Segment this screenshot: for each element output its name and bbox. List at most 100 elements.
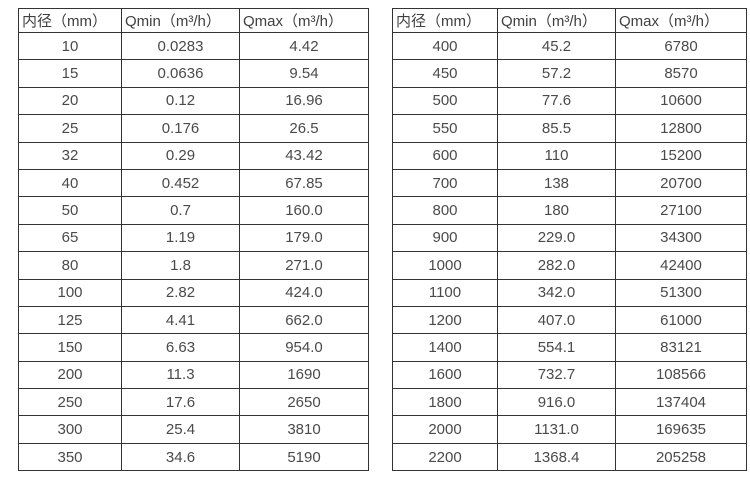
header-row: 内径（mm） Qmin（m³/h） Qmax（m³/h） <box>18 8 369 33</box>
header-cell: Qmax（m³/h） <box>239 8 369 33</box>
table-row: 80 1.8 271.0 <box>18 251 369 280</box>
table-cell: 0.452 <box>121 168 240 198</box>
table-cell: 0.29 <box>121 141 240 170</box>
table-cell: 34300 <box>615 223 747 253</box>
table-cell: 0.0283 <box>121 31 240 61</box>
table-cell: 662.0 <box>239 305 369 335</box>
table-row: 400 45.2 6780 <box>392 31 747 61</box>
table-cell: 5190 <box>239 442 369 472</box>
table-cell: 43.42 <box>239 141 369 170</box>
table-row: 65 1.19 179.0 <box>18 223 369 253</box>
table-cell: 80 <box>18 251 122 280</box>
table-row: 50 0.7 160.0 <box>18 196 369 225</box>
table-cell: 45.2 <box>497 31 616 61</box>
table-cell: 4.41 <box>121 305 240 335</box>
table-cell: 282.0 <box>497 251 616 280</box>
table-cell: 407.0 <box>497 305 616 335</box>
table-cell: 11.3 <box>121 360 240 390</box>
table-row: 125 4.41 662.0 <box>18 305 369 335</box>
table-cell: 57.2 <box>497 59 616 88</box>
table-cell: 20700 <box>615 168 747 198</box>
table-cell: 342.0 <box>497 278 616 307</box>
table-row: 15 0.0636 9.54 <box>18 59 369 88</box>
table-cell: 4.42 <box>239 31 369 61</box>
table-cell: 600 <box>392 141 498 170</box>
header-cell: Qmax（m³/h） <box>615 8 747 33</box>
table-row: 32 0.29 43.42 <box>18 141 369 170</box>
header-cell: 内径（mm） <box>392 8 498 33</box>
table-cell: 1.8 <box>121 251 240 280</box>
table-row: 25 0.176 26.5 <box>18 114 369 143</box>
table-cell: 6.63 <box>121 333 240 362</box>
table-cell: 200 <box>18 360 122 390</box>
table-cell: 110 <box>497 141 616 170</box>
table-row: 250 17.6 2650 <box>18 388 369 417</box>
table-cell: 150 <box>18 333 122 362</box>
table-row: 1200 407.0 61000 <box>392 305 747 335</box>
table-row: 40 0.452 67.85 <box>18 168 369 198</box>
header-cell: 内径（mm） <box>18 8 122 33</box>
table-row: 200 11.3 1690 <box>18 360 369 390</box>
table-cell: 1131.0 <box>497 415 616 444</box>
table-cell: 25.4 <box>121 415 240 444</box>
table-row: 700 138 20700 <box>392 168 747 198</box>
table-cell: 1100 <box>392 278 498 307</box>
table-cell: 100 <box>18 278 122 307</box>
table-cell: 900 <box>392 223 498 253</box>
table-cell: 732.7 <box>497 360 616 390</box>
table-row: 800 180 27100 <box>392 196 747 225</box>
table-cell: 2650 <box>239 388 369 417</box>
table-cell: 61000 <box>615 305 747 335</box>
header-row: 内径（mm） Qmin（m³/h） Qmax（m³/h） <box>392 8 747 33</box>
table-cell: 160.0 <box>239 196 369 225</box>
table-row: 1400 554.1 83121 <box>392 333 747 362</box>
table-cell: 700 <box>392 168 498 198</box>
table-cell: 0.7 <box>121 196 240 225</box>
table-row: 10 0.0283 4.42 <box>18 31 369 61</box>
table-cell: 350 <box>18 442 122 472</box>
table-cell: 169635 <box>615 415 747 444</box>
table-cell: 125 <box>18 305 122 335</box>
table-cell: 32 <box>18 141 122 170</box>
table-cell: 0.12 <box>121 86 240 116</box>
table-cell: 424.0 <box>239 278 369 307</box>
table-cell: 26.5 <box>239 114 369 143</box>
table-cell: 108566 <box>615 360 747 390</box>
table-cell: 2.82 <box>121 278 240 307</box>
table-row: 100 2.82 424.0 <box>18 278 369 307</box>
table-cell: 27100 <box>615 196 747 225</box>
table-cell: 800 <box>392 196 498 225</box>
table-cell: 10600 <box>615 86 747 116</box>
table-cell: 0.0636 <box>121 59 240 88</box>
table-row: 2000 1131.0 169635 <box>392 415 747 444</box>
table-cell: 77.6 <box>497 86 616 116</box>
table-cell: 9.54 <box>239 59 369 88</box>
table-row: 1600 732.7 108566 <box>392 360 747 390</box>
table-cell: 1200 <box>392 305 498 335</box>
table-cell: 83121 <box>615 333 747 362</box>
table-row: 550 85.5 12800 <box>392 114 747 143</box>
table-cell: 137404 <box>615 388 747 417</box>
table-cell: 3810 <box>239 415 369 444</box>
table-cell: 8570 <box>615 59 747 88</box>
table-row: 1100 342.0 51300 <box>392 278 747 307</box>
table-cell: 1.19 <box>121 223 240 253</box>
table-cell: 1800 <box>392 388 498 417</box>
table-row: 300 25.4 3810 <box>18 415 369 444</box>
table-row: 600 110 15200 <box>392 141 747 170</box>
table-row: 350 34.6 5190 <box>18 442 369 472</box>
table-row: 900 229.0 34300 <box>392 223 747 253</box>
table-row: 2200 1368.4 205258 <box>392 442 747 472</box>
table-cell: 16.96 <box>239 86 369 116</box>
table-cell: 6780 <box>615 31 747 61</box>
table-cell: 42400 <box>615 251 747 280</box>
table-cell: 2200 <box>392 442 498 472</box>
table-cell: 550 <box>392 114 498 143</box>
table-cell: 300 <box>18 415 122 444</box>
table-cell: 20 <box>18 86 122 116</box>
table-cell: 2000 <box>392 415 498 444</box>
table-cell: 1690 <box>239 360 369 390</box>
table-cell: 10 <box>18 31 122 61</box>
table-row: 150 6.63 954.0 <box>18 333 369 362</box>
